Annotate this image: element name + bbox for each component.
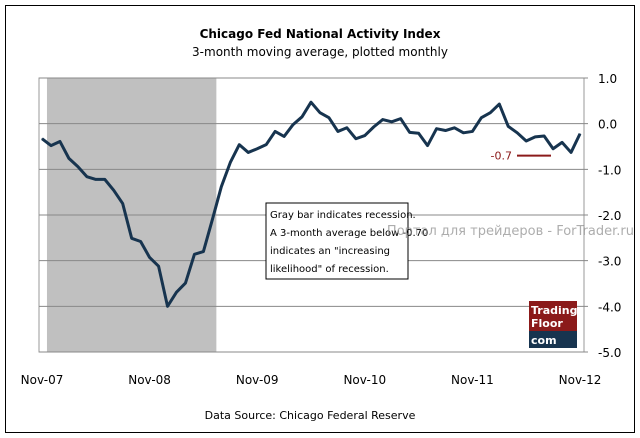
data-point <box>301 116 303 118</box>
data-point <box>229 161 231 163</box>
data-point <box>364 135 366 137</box>
data-point <box>283 135 285 137</box>
data-point <box>346 127 348 129</box>
data-point <box>319 112 321 114</box>
data-point <box>140 240 142 242</box>
data-point <box>543 135 545 137</box>
x-tick-label: Nov-10 <box>343 373 386 387</box>
logo-top <box>529 301 577 331</box>
data-point <box>570 151 572 153</box>
data-point <box>373 126 375 128</box>
data-point <box>238 144 240 146</box>
data-point <box>525 140 527 142</box>
data-point <box>561 141 563 143</box>
x-tick-label: Nov-09 <box>236 373 279 387</box>
data-point <box>507 125 509 127</box>
data-point <box>274 130 276 132</box>
annotation-line: indicates an "increasing <box>270 246 390 257</box>
data-point <box>41 138 43 140</box>
x-tick-label: Nov-12 <box>559 373 602 387</box>
data-point <box>480 117 482 119</box>
data-point <box>534 136 536 138</box>
data-point <box>453 127 455 129</box>
data-point <box>176 291 177 293</box>
watermark: Портал для трейдеров - ForTrader.ru <box>387 224 634 239</box>
logo-text: com <box>531 334 557 347</box>
data-point <box>418 132 420 134</box>
data-point <box>355 138 357 140</box>
data-point <box>247 151 249 153</box>
data-point <box>202 251 204 253</box>
data-point <box>391 121 393 123</box>
data-point <box>265 144 267 146</box>
data-source: Data Source: Chicago Federal Reserve <box>205 409 416 422</box>
data-point <box>337 130 339 132</box>
y-tick-label: -4.0 <box>598 300 621 314</box>
data-point <box>552 148 554 150</box>
data-point <box>104 178 106 180</box>
data-point <box>95 178 97 180</box>
data-point <box>59 140 61 142</box>
data-point <box>220 186 222 188</box>
data-point <box>498 103 500 105</box>
data-point <box>77 166 79 168</box>
annotation-line: likelihood" of recession. <box>270 264 389 275</box>
data-point <box>436 128 438 130</box>
x-tick-label: Nov-07 <box>21 373 64 387</box>
data-point <box>292 124 294 126</box>
data-point <box>382 119 384 121</box>
x-tick-label: Nov-11 <box>451 373 494 387</box>
data-point <box>211 219 213 221</box>
x-tick-label: Nov-08 <box>128 373 171 387</box>
data-point <box>427 145 429 147</box>
logo-text: Floor <box>531 317 563 330</box>
data-point <box>409 131 411 133</box>
y-tick-label: -1.0 <box>598 163 621 177</box>
data-point <box>113 189 115 191</box>
data-point <box>158 265 160 267</box>
data-point <box>310 101 312 103</box>
data-point <box>184 282 186 284</box>
data-point <box>471 130 473 132</box>
y-tick-label: 0.0 <box>598 118 617 132</box>
data-point <box>68 157 70 159</box>
y-tick-label: -2.0 <box>598 209 621 223</box>
data-point <box>400 118 402 120</box>
data-point <box>489 112 491 114</box>
annotation-box <box>265 202 409 280</box>
y-tick-label: 1.0 <box>598 72 617 86</box>
data-point <box>131 237 133 239</box>
annotation-line: A 3-month average below -0.70 <box>270 228 428 239</box>
y-tick-label: -3.0 <box>598 255 621 269</box>
threshold-label: -0.7 <box>491 150 512 163</box>
data-point <box>86 176 88 178</box>
y-tick-label: -5.0 <box>598 346 621 360</box>
data-point <box>193 253 195 255</box>
chart-title: Chicago Fed National Activity Index <box>200 27 441 41</box>
data-point <box>256 148 258 150</box>
data-point <box>167 305 169 307</box>
data-point <box>445 130 446 132</box>
data-point <box>579 133 581 135</box>
data-point <box>122 203 124 205</box>
data-point <box>328 117 330 119</box>
data-point <box>50 145 52 147</box>
annotation-line: Gray bar indicates recession. <box>270 210 416 221</box>
logo-text: Trading <box>531 304 578 317</box>
logo-bottom <box>529 331 577 348</box>
data-point <box>149 256 151 258</box>
chart-subtitle: 3-month moving average, plotted monthly <box>192 45 448 59</box>
data-point <box>516 132 518 134</box>
chart-frame <box>5 5 635 433</box>
data-point <box>462 132 464 134</box>
